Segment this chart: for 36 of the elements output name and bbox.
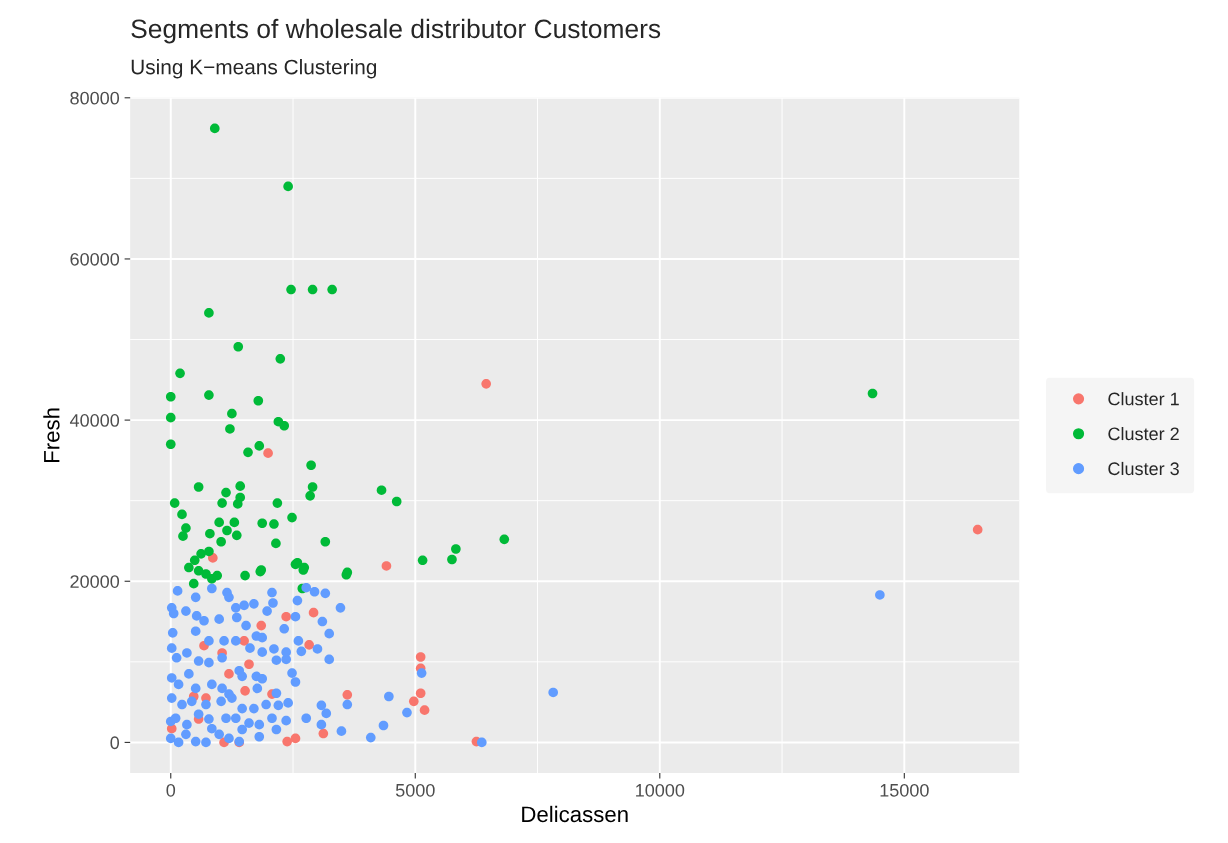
point bbox=[290, 733, 301, 744]
point bbox=[342, 690, 353, 700]
point bbox=[224, 669, 234, 679]
y-tick-label: 60000 bbox=[70, 252, 120, 266]
point bbox=[282, 736, 292, 747]
point bbox=[419, 705, 430, 715]
point bbox=[308, 607, 319, 618]
chart-subtitle: Using K−means Clustering bbox=[131, 59, 377, 79]
point bbox=[481, 379, 491, 389]
y-tick-label: 80000 bbox=[70, 91, 120, 105]
y-tick-label: 0 bbox=[110, 736, 120, 750]
x-tick-label: 5000 bbox=[395, 783, 435, 797]
chart-title: Segments of wholesale distributor Customers bbox=[131, 18, 661, 44]
x-axis-title: Delicassen bbox=[522, 805, 628, 823]
point bbox=[244, 659, 254, 670]
x-tick-label: 15000 bbox=[880, 783, 929, 797]
point bbox=[239, 636, 249, 646]
legend-label: Cluster 1 bbox=[1108, 392, 1179, 406]
point bbox=[972, 524, 983, 535]
point bbox=[304, 640, 314, 650]
point bbox=[415, 652, 426, 662]
x-tick-label: 10000 bbox=[636, 783, 685, 797]
y-tick-label: 20000 bbox=[70, 575, 120, 588]
point bbox=[415, 688, 426, 699]
point bbox=[263, 448, 273, 458]
point bbox=[318, 728, 329, 739]
point bbox=[409, 696, 419, 707]
point bbox=[281, 611, 291, 622]
legend-label: Cluster 2 bbox=[1108, 426, 1179, 441]
point bbox=[240, 686, 250, 696]
y-axis-title: Fresh bbox=[43, 408, 60, 462]
x-tick-label: 0 bbox=[166, 783, 176, 797]
legend-label: Cluster 3 bbox=[1108, 461, 1179, 476]
point bbox=[256, 620, 267, 631]
y-tick-label: 40000 bbox=[69, 414, 120, 427]
point bbox=[381, 561, 392, 571]
